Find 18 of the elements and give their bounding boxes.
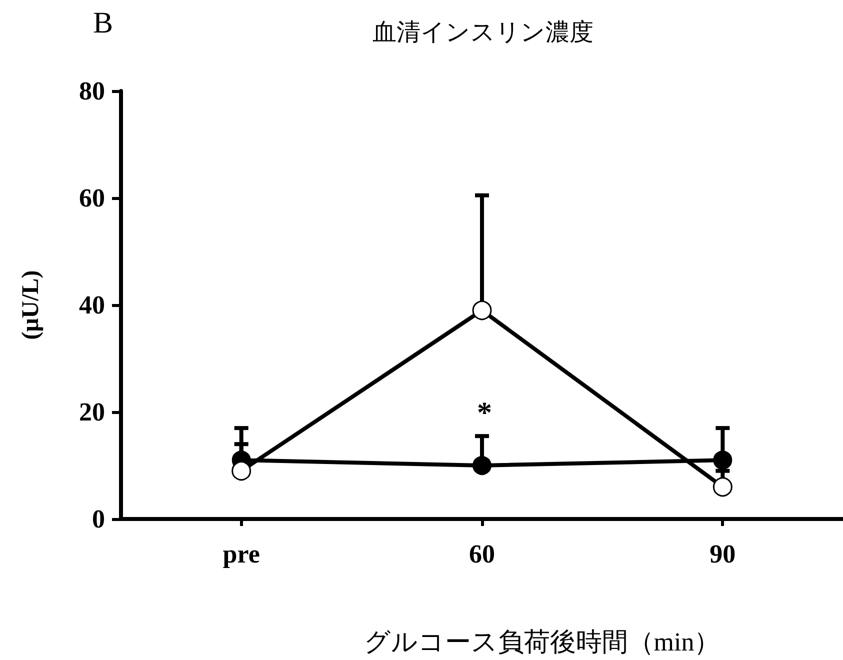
y-tick-label: 20 — [79, 398, 105, 426]
point — [232, 461, 252, 481]
y-tick-label: 0 — [92, 504, 105, 534]
y-tick-label: 40 — [79, 290, 105, 320]
annotation: * — [477, 396, 492, 430]
y-tick-label: 80 — [79, 76, 105, 106]
x-tick-label: pre — [222, 540, 260, 568]
point — [713, 450, 732, 470]
point — [712, 477, 732, 497]
x-tick-label: 60 — [469, 540, 495, 568]
y-axis-title: (μU/L) — [18, 270, 44, 340]
text: B — [93, 6, 114, 40]
y-tick-label: 60 — [79, 184, 105, 212]
x-axis-title: グルコース負荷後時間（min） — [364, 628, 720, 656]
chart-title: 血清インスリン濃度 — [372, 19, 594, 46]
point — [472, 456, 492, 475]
x-tick-label: 90 — [710, 540, 736, 568]
point — [472, 300, 492, 320]
